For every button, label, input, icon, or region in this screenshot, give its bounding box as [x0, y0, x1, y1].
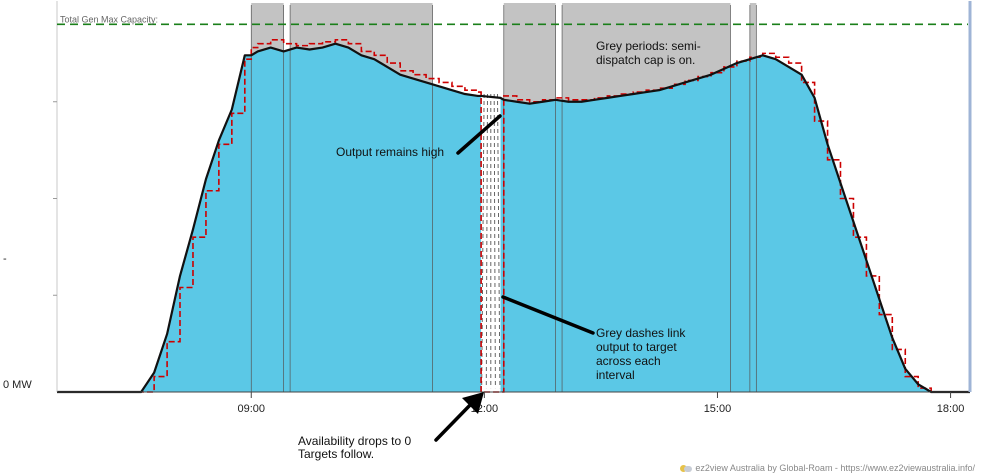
y-tick-label: - [3, 253, 7, 265]
target-line-group [57, 39, 970, 393]
pointer-output-high [456, 114, 502, 155]
output-area [57, 43, 970, 392]
annotation-line: Grey dashes link [596, 326, 686, 340]
annotation-line: Availability drops to 0 [298, 434, 412, 448]
output-line-group [57, 42, 970, 394]
ez2view-logo-icon [680, 463, 693, 473]
annotations: Grey periods: semi-dispatch cap is on. Ou… [298, 39, 701, 461]
annotation-line: output to target [596, 340, 677, 354]
arrow-availability-shaft [434, 399, 476, 442]
annotation-line: dispatch cap is on. [596, 53, 695, 67]
x-tick-label: 18:00 [937, 403, 965, 415]
link-dash [485, 94, 488, 389]
capacity-label: Total Gen Max Capacity: [60, 14, 158, 24]
output-area-group [57, 43, 970, 393]
pointer-grey-dashes [501, 295, 595, 335]
credit-text: ez2view Australia by Global-Roam - https… [695, 463, 975, 473]
link-dash [481, 94, 485, 389]
target-line [57, 39, 970, 393]
annotation-line: Output remains high [336, 145, 444, 159]
annotation-line: interval [596, 368, 635, 382]
annotation-line: Grey periods: semi- [596, 39, 701, 53]
y-tick-label: 0 MW [3, 379, 32, 391]
link-dash [497, 94, 501, 389]
annotation-line: across each [596, 354, 661, 368]
output-line [57, 42, 970, 394]
annotation-line: Targets follow. [298, 447, 374, 461]
arrow-availability-head [462, 392, 484, 414]
interval-boundaries [250, 5, 757, 392]
x-tick-label: 09:00 [237, 403, 265, 415]
x-tick-label: 15:00 [704, 403, 732, 415]
credit: ez2view Australia by Global-Roam - https… [680, 463, 975, 473]
link-dash [493, 94, 496, 389]
axes: Total Gen Max Capacity:0 MW-09:00 12:00 15… [3, 1, 972, 415]
